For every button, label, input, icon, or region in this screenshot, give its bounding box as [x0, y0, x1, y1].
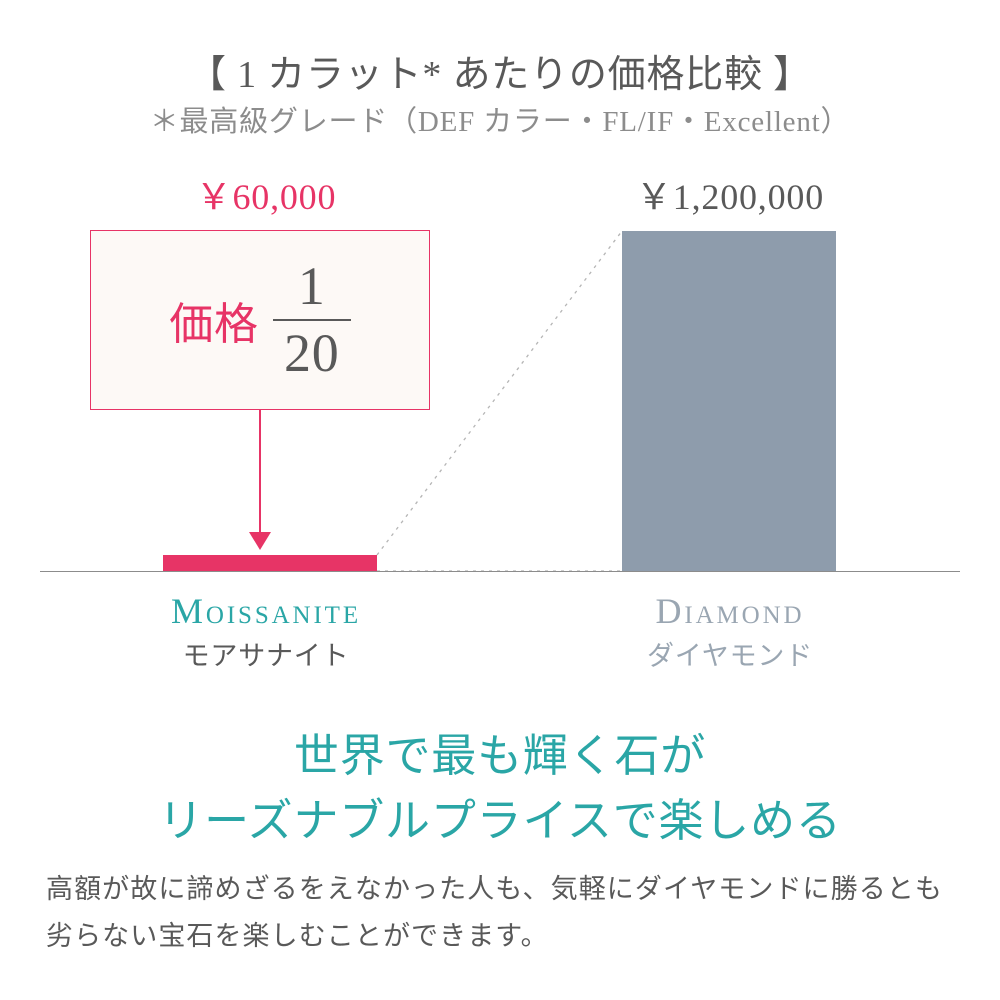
callout-arrow-stem [259, 410, 261, 532]
fraction-bar [273, 319, 351, 321]
body-copy: 高額が故に諦めざるをえなかった人も、気軽にダイヤモンドに勝るとも劣らない宝石を楽… [46, 866, 958, 961]
chart-subtitle: ＊最高級グレード（DEF カラー・FL/IF・Excellent） [0, 98, 1000, 140]
fraction-denominator: 20 [284, 325, 340, 382]
category-jp-moissanite: モアサナイト [16, 634, 516, 673]
callout-arrow-head-icon [249, 532, 271, 550]
price-ratio-callout: 価格 1 20 [90, 230, 430, 410]
guide-lines [0, 0, 1000, 1000]
tagline-line1: 世界で最も輝く石が [0, 719, 1000, 784]
price-label-moissanite: ￥60,000 [16, 168, 516, 220]
price-label-diamond: ￥1,200,000 [480, 168, 980, 220]
category-jp-diamond: ダイヤモンド [480, 634, 980, 673]
axis-baseline [40, 571, 960, 572]
fraction-numerator: 1 [298, 258, 326, 315]
chart-title: 【 1 カラット* あたりの価格比較 】 [0, 43, 1000, 98]
bar-moissanite [163, 555, 377, 571]
fraction: 1 20 [273, 258, 351, 381]
bar-diamond [622, 231, 836, 571]
tagline-line2: リーズナブルプライスで楽しめる [0, 784, 1000, 849]
category-en-diamond: Diamond [480, 590, 980, 632]
category-en-moissanite: Moissanite [16, 590, 516, 632]
callout-label: 価格 [169, 288, 259, 352]
